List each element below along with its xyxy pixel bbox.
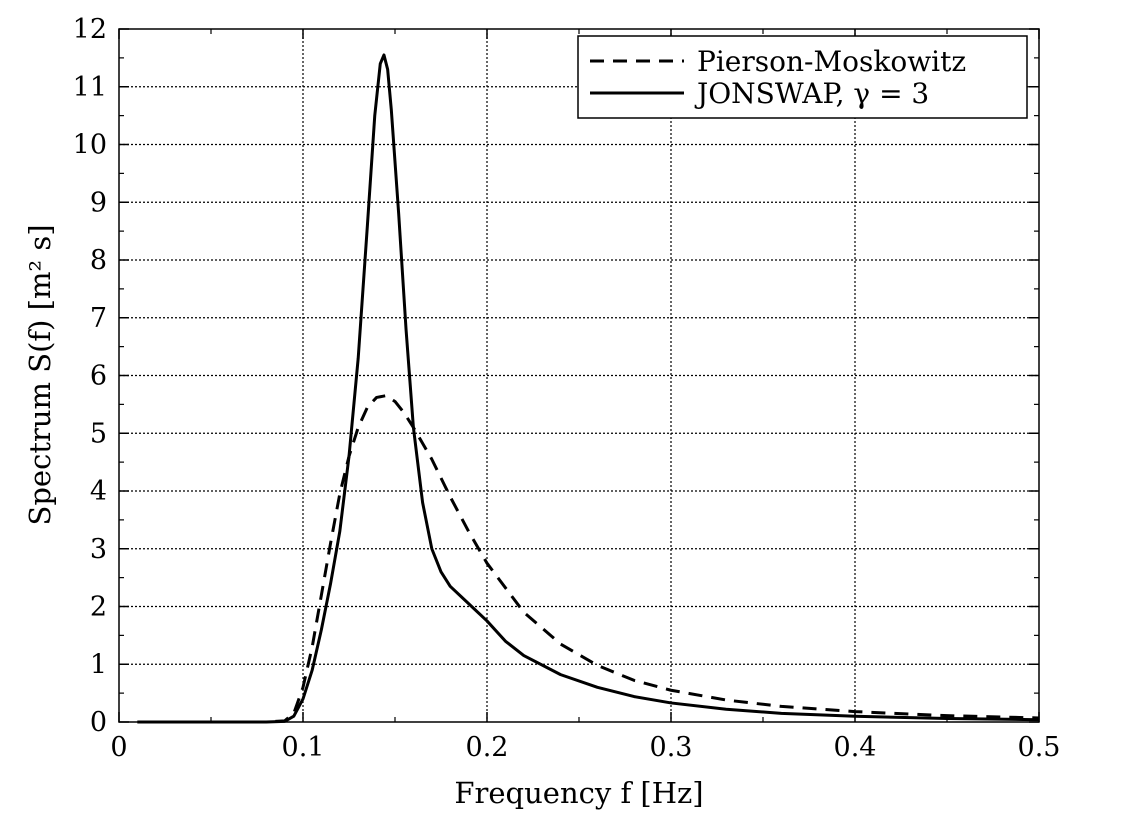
grid: [119, 29, 1039, 722]
x-tick-label: 0.4: [834, 732, 877, 763]
y-tick-label: 7: [90, 303, 107, 334]
x-axis-label: Frequency f [Hz]: [454, 776, 703, 810]
x-tick-label: 0.5: [1018, 732, 1061, 763]
legend-label-jonswap: JONSWAP, γ = 3: [694, 77, 929, 110]
y-tick-label: 12: [73, 14, 107, 45]
y-tick-label: 0: [90, 707, 107, 738]
x-tick-label: 0.3: [650, 732, 693, 763]
x-tick-label: 0.1: [282, 732, 325, 763]
y-tick-label: 8: [90, 245, 107, 276]
y-tick-label: 11: [73, 72, 107, 103]
legend: Pierson-Moskowitz JONSWAP, γ = 3: [577, 35, 1028, 119]
y-tick-label: 4: [90, 476, 107, 507]
series-line-pierson-moskowitz: [137, 394, 1040, 724]
series-lines: [137, 53, 1040, 724]
x-tick-label: 0: [110, 732, 127, 763]
series-line-jonswap: [137, 53, 1040, 724]
axis-ticks: [118, 28, 1040, 723]
y-tick-label: 10: [73, 130, 107, 161]
y-tick-label: 9: [90, 187, 107, 218]
y-tick-label: 5: [90, 418, 107, 449]
x-tick-label: 0.2: [466, 732, 509, 763]
y-tick-label: 1: [90, 649, 107, 680]
y-axis-label: Spectrum S(f) [m² s]: [23, 224, 57, 525]
legend-box: [577, 35, 1028, 119]
y-tick-label: 3: [90, 534, 107, 565]
y-tick-label: 2: [90, 592, 107, 623]
y-tick-label: 6: [90, 361, 107, 392]
legend-label-pm: Pierson-Moskowitz: [697, 45, 966, 78]
